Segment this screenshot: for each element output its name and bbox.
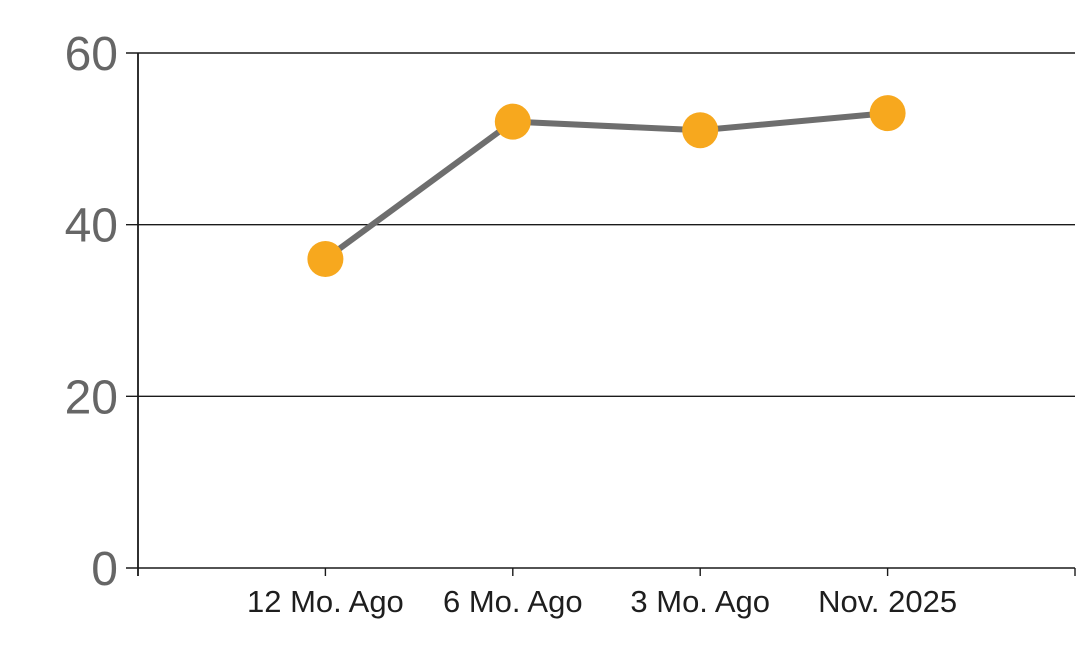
y-tick-label-40: 40: [65, 200, 118, 253]
y-tick-label-0: 0: [91, 543, 118, 596]
y-tick-label-20: 20: [65, 371, 118, 424]
x-tick-label-1: 6 Mo. Ago: [443, 584, 583, 619]
y-tick-label-60: 60: [65, 28, 118, 81]
x-tick-label-0: 12 Mo. Ago: [247, 584, 404, 619]
x-tick-label-3: Nov. 2025: [818, 584, 957, 619]
data-point-marker-1: [494, 103, 531, 140]
trend-line: [322, 110, 891, 262]
x-tick-label-2: 3 Mo. Ago: [630, 584, 770, 619]
data-point-marker-2: [682, 112, 719, 149]
data-point-marker-0: [307, 241, 344, 277]
data-point-marker-3: [869, 95, 906, 132]
